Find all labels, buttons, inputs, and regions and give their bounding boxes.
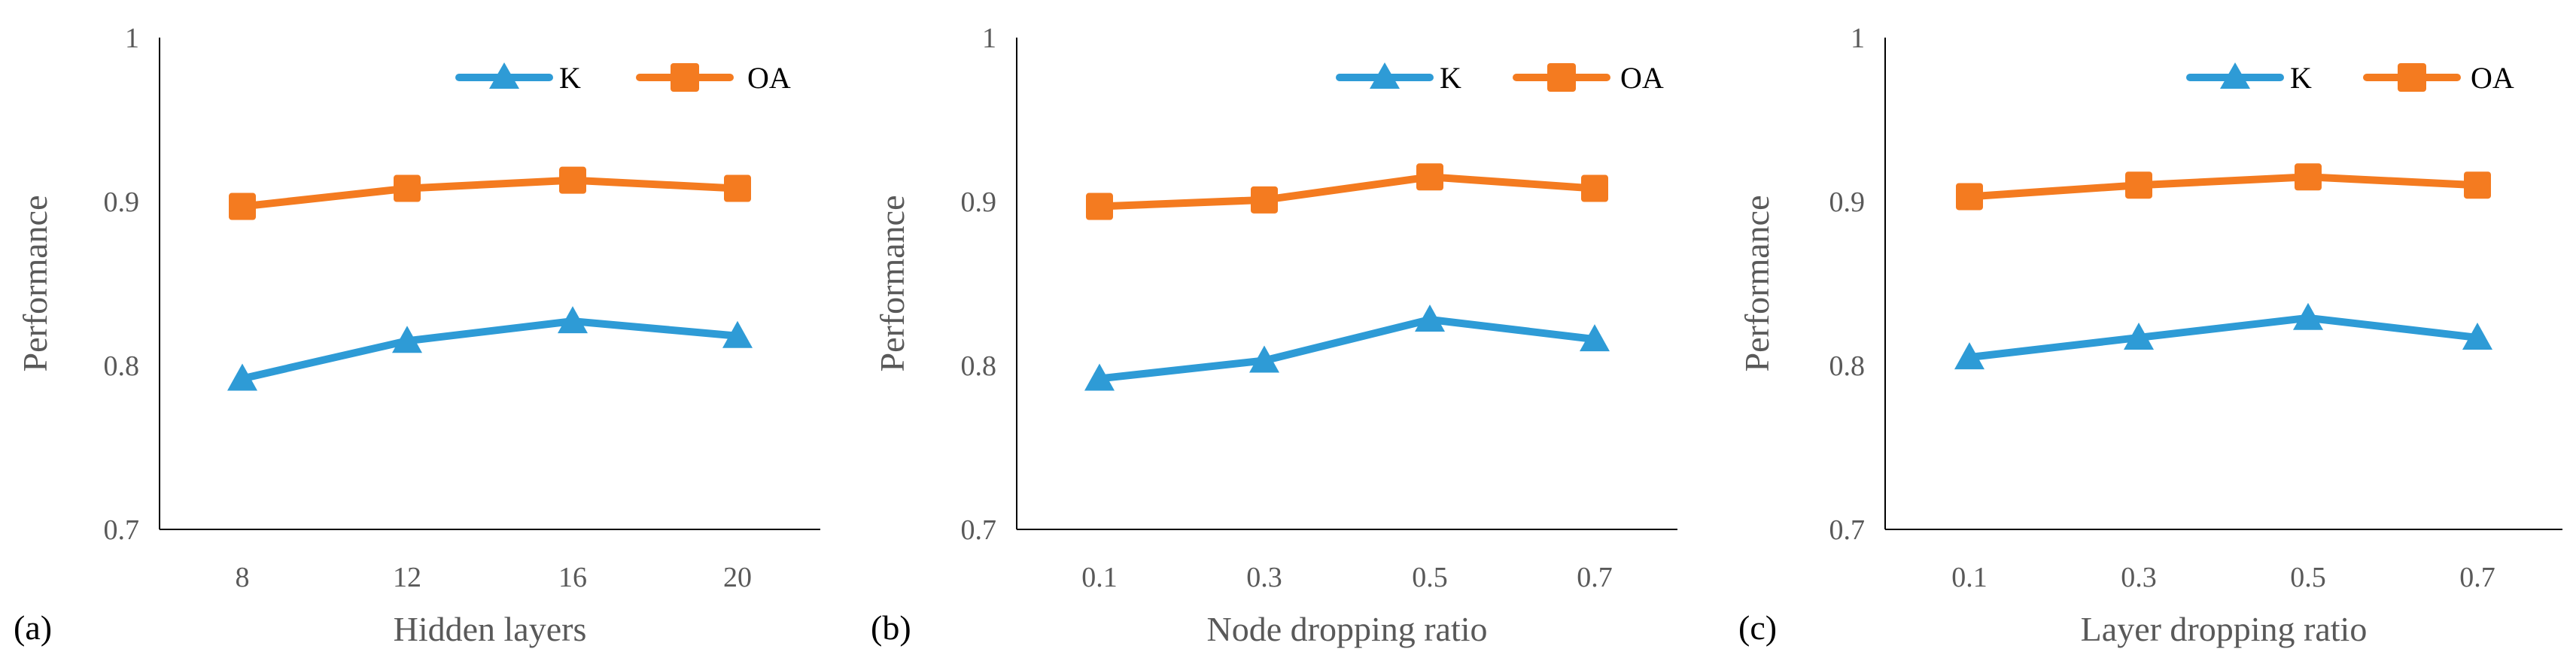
panel-b-legend-k-triangle-icon bbox=[1370, 62, 1400, 89]
panel-a-ytick-label: 0.9 bbox=[104, 186, 140, 218]
panel-c-legend: K OA bbox=[2186, 61, 2514, 95]
panel-c-oa-point bbox=[2464, 171, 2491, 199]
panel-a-xtick-label: 12 bbox=[393, 562, 421, 593]
panel-a-k-point bbox=[558, 306, 588, 334]
panel-c-oa-series-markers bbox=[1956, 163, 2491, 211]
panel-c-k-series-markers bbox=[1954, 302, 2492, 370]
panel-b-label: (b) bbox=[871, 608, 911, 647]
panel-a-ytick-labels: 0.7 0.8 0.9 1 bbox=[104, 23, 140, 546]
panel-c-k-point bbox=[2293, 302, 2323, 330]
panel-c-legend-oa-square-icon bbox=[2398, 63, 2426, 92]
panel-a-y-axis-title: Performance bbox=[16, 196, 54, 372]
panel-b-k-point bbox=[1415, 304, 1445, 332]
panel-a-legend-oa-square-icon bbox=[671, 63, 699, 92]
panel-c-k-point bbox=[1954, 342, 1984, 370]
panel-c-x-axis-title: Layer dropping ratio bbox=[2081, 610, 2368, 648]
panel-a-legend-k-triangle-icon bbox=[489, 62, 519, 89]
panel-b-ytick-label: 0.9 bbox=[961, 186, 997, 218]
panel-b-xtick-labels: 0.1 0.3 0.5 0.7 bbox=[1081, 562, 1613, 593]
panel-a-ytick-label: 0.7 bbox=[104, 514, 140, 546]
panel-c-ytick-label: 0.9 bbox=[1829, 186, 1866, 218]
panel-b-x-axis-title: Node dropping ratio bbox=[1206, 610, 1487, 648]
panel-b-plot-area bbox=[1084, 163, 1610, 391]
panel-b-oa-point bbox=[1251, 186, 1278, 214]
panel-c-legend-k-label: K bbox=[2290, 61, 2312, 95]
panel-b-ytick-label: 0.8 bbox=[961, 350, 997, 382]
panel-c-oa-point bbox=[2125, 171, 2152, 199]
panel-b-k-series-markers bbox=[1084, 304, 1610, 391]
panel-a-xtick-label: 16 bbox=[558, 562, 587, 593]
panel-a-xtick-labels: 8 12 16 20 bbox=[236, 562, 753, 593]
panel-b-oa-series-markers bbox=[1086, 163, 1608, 220]
panel-c-k-point bbox=[2462, 322, 2492, 350]
panel-b-xtick-label: 0.3 bbox=[1246, 562, 1282, 593]
panel-b-k-point bbox=[1084, 363, 1115, 391]
panel-b-xtick-label: 0.5 bbox=[1412, 562, 1448, 593]
panel-a-k-point bbox=[227, 363, 257, 391]
panel-c-plot-area bbox=[1954, 163, 2492, 370]
panel-c-k-series-line bbox=[1969, 314, 2478, 362]
panel-a-xtick-label: 8 bbox=[236, 562, 250, 593]
panel-a-xtick-label: 20 bbox=[723, 562, 752, 593]
panel-b-y-axis-title: Performance bbox=[873, 196, 911, 372]
panel-c: 0.7 0.8 0.9 1 0.1 0.3 0.5 0.7 Performanc… bbox=[1738, 23, 2562, 648]
panel-c-ytick-label: 1 bbox=[1851, 23, 1865, 54]
panel-a-legend-k-label: K bbox=[559, 61, 581, 95]
panel-c-y-axis-title: Performance bbox=[1738, 196, 1776, 372]
panel-c-xtick-label: 0.1 bbox=[1951, 562, 1988, 593]
panel-b-oa-point bbox=[1086, 193, 1113, 220]
panel-b-oa-point bbox=[1581, 174, 1608, 202]
panel-a-oa-point bbox=[724, 174, 751, 202]
panel-a-k-point bbox=[392, 326, 422, 353]
panel-c-k-point bbox=[2124, 322, 2154, 350]
panel-a-label: (a) bbox=[14, 608, 52, 647]
panel-a-x-axis-title: Hidden layers bbox=[394, 610, 587, 648]
panel-b-k-point bbox=[1580, 324, 1610, 352]
panel-c-oa-point bbox=[2295, 163, 2322, 191]
panel-a-oa-series-markers bbox=[229, 166, 751, 220]
panel-c-legend-k-triangle-icon bbox=[2220, 62, 2250, 89]
panel-b-legend-k-label: K bbox=[1440, 61, 1461, 95]
panel-c-xtick-labels: 0.1 0.3 0.5 0.7 bbox=[1951, 562, 2495, 593]
panel-c-ytick-label: 0.8 bbox=[1829, 350, 1866, 382]
panel-b-k-series-line bbox=[1099, 315, 1595, 383]
panel-b-ytick-label: 0.7 bbox=[961, 514, 997, 546]
panel-a: 0.7 0.8 0.9 1 8 12 16 20 Performance Hid… bbox=[14, 23, 820, 648]
panel-c-oa-series-line bbox=[1969, 173, 2478, 201]
panel-a-k-point bbox=[722, 320, 753, 348]
panel-a-ytick-label: 1 bbox=[125, 23, 139, 54]
panel-a-ytick-label: 0.8 bbox=[104, 350, 140, 382]
panel-b-k-point bbox=[1249, 345, 1279, 373]
panel-b-xtick-label: 0.1 bbox=[1081, 562, 1118, 593]
panel-b: 0.7 0.8 0.9 1 0.1 0.3 0.5 0.7 Performanc… bbox=[871, 23, 1677, 648]
panel-c-xtick-label: 0.3 bbox=[2121, 562, 2157, 593]
panel-c-label: (c) bbox=[1738, 608, 1777, 647]
panel-a-k-series-markers bbox=[227, 306, 753, 391]
panel-c-ytick-labels: 0.7 0.8 0.9 1 bbox=[1829, 23, 1866, 546]
panel-b-ytick-labels: 0.7 0.8 0.9 1 bbox=[961, 23, 997, 546]
panel-b-ytick-label: 1 bbox=[982, 23, 996, 54]
panel-c-xtick-label: 0.5 bbox=[2290, 562, 2326, 593]
panel-a-oa-point bbox=[394, 174, 421, 202]
panel-b-oa-point bbox=[1416, 163, 1443, 191]
panel-c-legend-oa-label: OA bbox=[2471, 61, 2514, 95]
panel-a-oa-series-line bbox=[242, 176, 738, 211]
panel-b-legend-oa-label: OA bbox=[1620, 61, 1664, 95]
panel-a-plot-area bbox=[227, 166, 753, 391]
panel-a-legend: K OA bbox=[455, 61, 791, 95]
panel-a-legend-oa-label: OA bbox=[747, 61, 791, 95]
panel-c-ytick-label: 0.7 bbox=[1829, 514, 1866, 546]
panel-a-k-series-line bbox=[241, 317, 738, 383]
panel-c-oa-point bbox=[1956, 183, 1983, 211]
panel-b-legend-oa-square-icon bbox=[1547, 63, 1576, 92]
panel-b-legend: K OA bbox=[1336, 61, 1664, 95]
panel-b-xtick-label: 0.7 bbox=[1577, 562, 1613, 593]
panel-a-oa-point bbox=[229, 193, 256, 220]
panel-b-oa-series-line bbox=[1099, 173, 1595, 211]
panel-c-xtick-label: 0.7 bbox=[2459, 562, 2495, 593]
panel-a-oa-point bbox=[559, 166, 586, 194]
